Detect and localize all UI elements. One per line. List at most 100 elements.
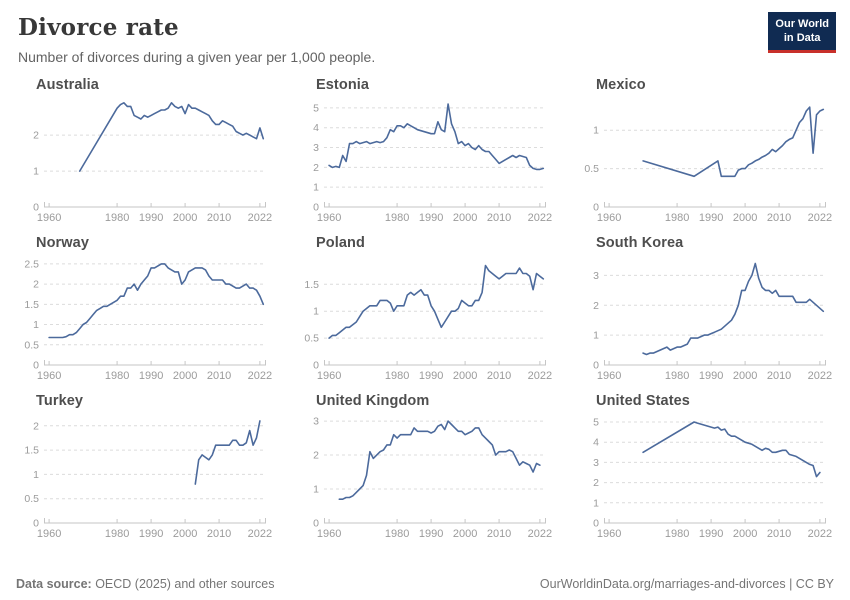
svg-text:1.5: 1.5 [304,279,319,291]
svg-text:1.5: 1.5 [24,299,39,311]
svg-text:1990: 1990 [419,370,443,382]
svg-text:5: 5 [593,417,599,429]
svg-text:2022: 2022 [808,212,832,224]
svg-text:1: 1 [593,330,599,342]
svg-text:2000: 2000 [453,212,477,224]
svg-text:1: 1 [593,497,599,509]
svg-text:1: 1 [593,125,599,137]
svg-text:2000: 2000 [733,370,757,382]
owid-url-license[interactable]: OurWorldinData.org/marriages-and-divorce… [539,577,834,591]
svg-text:2022: 2022 [248,370,272,382]
svg-text:2010: 2010 [207,212,231,224]
svg-text:1: 1 [313,182,319,194]
chart-plot-mexico: 0 0.5 1 1960 1980 1990 2000 2010 2022 [584,106,832,224]
svg-text:1990: 1990 [139,212,163,224]
svg-text:2010: 2010 [487,212,511,224]
svg-text:2: 2 [593,300,599,312]
small-multiples-grid: Australia 0 1 2 1960 1980 1990 2000 2010 2022 Es… [0,69,850,545]
svg-text:2000: 2000 [173,212,197,224]
chart-plot-norway: 0 0.5 1 1.5 2 2.5 1960 1980 1990 2000 2010 2022 [24,258,272,382]
svg-text:1980: 1980 [385,528,409,540]
svg-text:1: 1 [33,166,39,178]
svg-text:0.5: 0.5 [24,339,39,351]
svg-text:1990: 1990 [699,370,723,382]
svg-text:1: 1 [313,484,319,496]
svg-text:2010: 2010 [207,528,231,540]
svg-text:2022: 2022 [528,212,552,224]
chart-plot-poland: 0 0.5 1 1.5 1960 1980 1990 2000 2010 2022 [304,264,552,382]
chart-plot-south-korea: 0 1 2 3 1960 1980 1990 2000 2010 2022 [593,262,832,382]
svg-text:4: 4 [593,437,599,449]
svg-text:0.5: 0.5 [584,163,599,175]
svg-text:1960: 1960 [37,212,61,224]
svg-text:1990: 1990 [699,528,723,540]
panel-united-kingdom: United Kingdom 0 1 2 3 1960 1980 1990 2000 2010 2… [296,393,554,545]
svg-text:1990: 1990 [419,528,443,540]
svg-text:2010: 2010 [767,370,791,382]
svg-text:2: 2 [313,450,319,462]
panel-united-states: United States 0 1 2 3 4 5 1960 1980 1990 2000 2010… [576,393,834,545]
panel-norway: Norway 0 0.5 1 1.5 2 2.5 1960 1980 1990 2000 2010 2… [16,235,274,387]
svg-text:1: 1 [313,306,319,318]
svg-text:2000: 2000 [733,212,757,224]
panel-australia: Australia 0 1 2 1960 1980 1990 2000 2010 2022 [16,77,274,229]
svg-text:2022: 2022 [808,370,832,382]
svg-text:1990: 1990 [139,528,163,540]
svg-text:2.5: 2.5 [24,258,39,270]
svg-text:2: 2 [33,279,39,291]
svg-text:2010: 2010 [487,370,511,382]
svg-text:2010: 2010 [767,212,791,224]
svg-text:2000: 2000 [173,370,197,382]
svg-text:0.5: 0.5 [304,333,319,345]
svg-text:1960: 1960 [317,370,341,382]
svg-text:1960: 1960 [597,370,621,382]
svg-text:2000: 2000 [453,370,477,382]
svg-text:0: 0 [593,360,599,372]
svg-text:1990: 1990 [139,370,163,382]
chart-plot-united-kingdom: 0 1 2 3 1960 1980 1990 2000 2010 2022 [313,416,552,540]
svg-text:2010: 2010 [207,370,231,382]
data-source-value: OECD (2025) and other sources [91,577,275,591]
svg-text:0: 0 [33,202,39,214]
svg-text:1980: 1980 [385,212,409,224]
svg-text:1960: 1960 [317,528,341,540]
svg-text:0: 0 [313,518,319,530]
chart-plot-united-states: 0 1 2 3 4 5 1960 1980 1990 2000 2010 2022 [593,417,832,540]
svg-text:2022: 2022 [248,212,272,224]
svg-text:2010: 2010 [767,528,791,540]
chart-header: Divorce rate Number of divorces during a… [0,0,850,65]
svg-text:3: 3 [313,416,319,428]
owid-logo[interactable]: Our World in Data [768,12,836,53]
owid-logo-line2: in Data [783,32,821,45]
svg-text:2022: 2022 [528,370,552,382]
chart-title-south-korea: South Korea [596,235,684,251]
svg-text:0: 0 [313,202,319,214]
chart-plot-estonia: 0 1 2 3 4 5 1960 1980 1990 2000 2010 2022 [313,102,552,224]
svg-text:2022: 2022 [808,528,832,540]
panel-south-korea: South Korea 0 1 2 3 1960 1980 1990 2000 2010 2022 [576,235,834,387]
svg-text:3: 3 [593,270,599,282]
svg-text:1960: 1960 [597,528,621,540]
svg-text:1960: 1960 [317,212,341,224]
chart-plot-turkey: 0 0.5 1 1.5 2 1960 1980 1990 2000 2010 2022 [24,420,272,540]
data-source-label: Data source: [16,577,92,591]
svg-text:0.5: 0.5 [24,493,39,505]
chart-title-united-states: United States [596,393,690,409]
data-source-note[interactable]: Data source: OECD (2025) and other sourc… [16,577,274,591]
svg-text:2: 2 [313,162,319,174]
svg-text:0: 0 [593,518,599,530]
chart-title-australia: Australia [36,77,99,93]
svg-text:0: 0 [593,202,599,214]
svg-text:2022: 2022 [248,528,272,540]
svg-text:1980: 1980 [105,212,129,224]
svg-text:2010: 2010 [487,528,511,540]
svg-text:4: 4 [313,122,319,134]
svg-text:1960: 1960 [597,212,621,224]
svg-text:1960: 1960 [37,370,61,382]
chart-subtitle: Number of divorces during a given year p… [18,49,376,65]
svg-text:2000: 2000 [453,528,477,540]
chart-title-united-kingdom: United Kingdom [316,393,430,409]
svg-text:1980: 1980 [665,212,689,224]
svg-text:1980: 1980 [385,370,409,382]
owid-logo-line1: Our World [775,18,829,30]
